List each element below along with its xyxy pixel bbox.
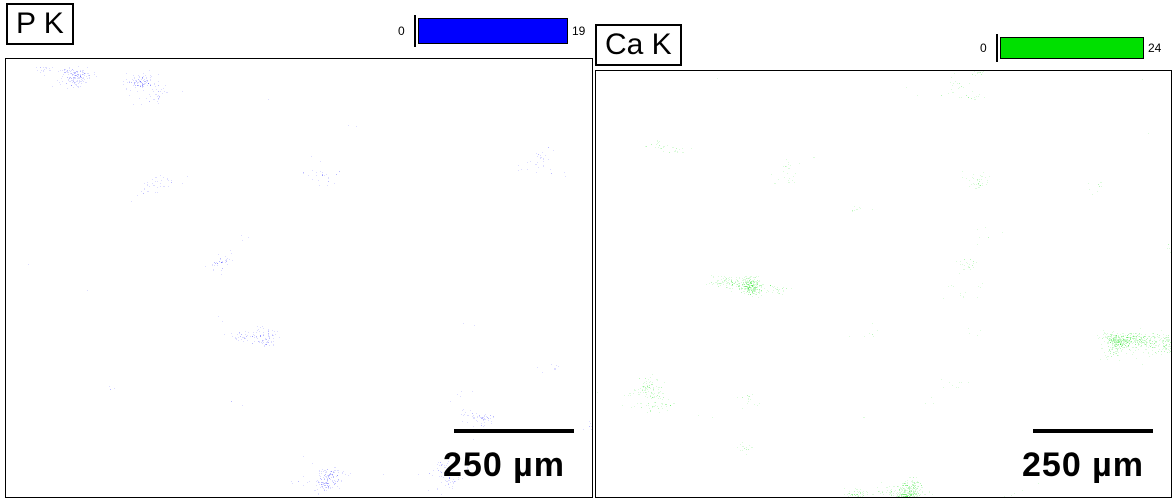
- colorbar-tick: [996, 34, 998, 62]
- colorbar: [418, 18, 568, 44]
- colorbar-min: 0: [398, 24, 405, 38]
- element-label: P K: [6, 3, 74, 45]
- scale-bar-label: 250 µm: [1022, 446, 1144, 485]
- page: P K019 250 µmCa K024 250 µm (() => { con…: [0, 0, 1172, 498]
- scale-bar: [453, 428, 575, 434]
- colorbar-max: 24: [1148, 41, 1161, 55]
- element-label: Ca K: [595, 24, 682, 66]
- colorbar: [1000, 37, 1144, 59]
- colorbar-max: 19: [572, 24, 585, 38]
- colorbar-min: 0: [980, 41, 987, 55]
- scale-bar-label: 250 µm: [443, 446, 565, 485]
- scale-bar: [1032, 428, 1154, 434]
- colorbar-tick: [414, 15, 416, 47]
